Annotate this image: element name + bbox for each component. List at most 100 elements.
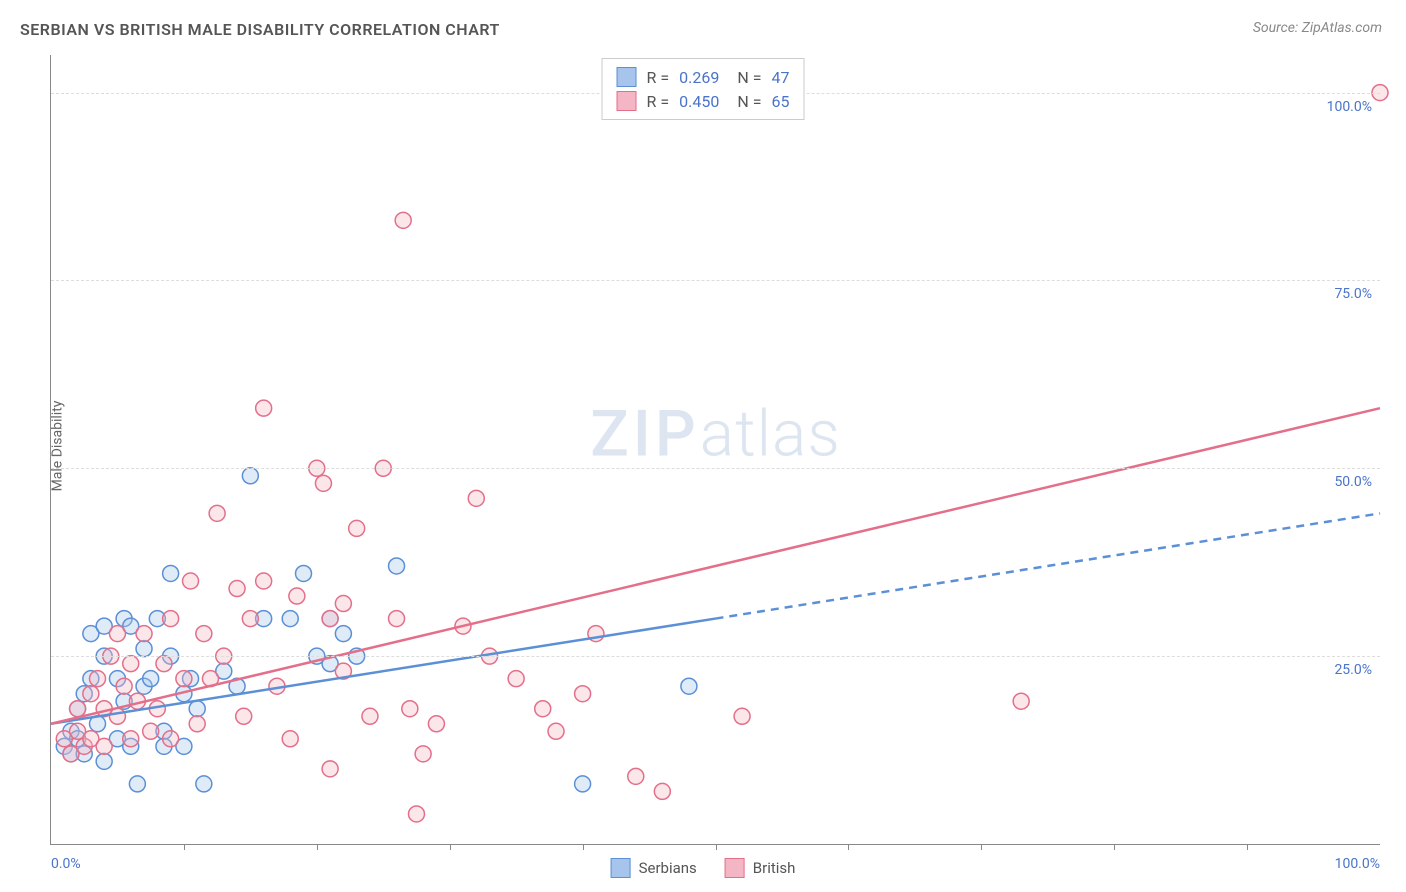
data-point	[535, 701, 551, 717]
x-tick	[848, 844, 849, 850]
x-tick	[317, 844, 318, 850]
data-point	[315, 475, 331, 491]
x-tick-label: 0.0%	[51, 856, 81, 872]
data-point	[349, 520, 365, 536]
data-point	[289, 588, 305, 604]
data-point	[143, 671, 159, 687]
data-point	[681, 678, 697, 694]
data-point	[229, 581, 245, 597]
data-point	[389, 558, 405, 574]
n-label: N =	[737, 68, 761, 87]
data-point	[136, 626, 152, 642]
regression-line-extrapolated	[716, 513, 1381, 618]
data-point	[156, 656, 172, 672]
data-point	[129, 776, 145, 792]
data-point	[242, 611, 258, 627]
data-point	[236, 708, 252, 724]
x-tick	[450, 844, 451, 850]
swatch-british	[617, 91, 637, 111]
data-point	[183, 573, 199, 589]
data-point	[335, 626, 351, 642]
source-label: Source: ZipAtlas.com	[1253, 20, 1382, 36]
data-point	[1013, 693, 1029, 709]
data-point	[163, 731, 179, 747]
data-point	[163, 565, 179, 581]
x-tick	[981, 844, 982, 850]
gridline	[51, 656, 1380, 657]
data-point	[468, 490, 484, 506]
data-point	[242, 468, 258, 484]
x-tick	[716, 844, 717, 850]
data-point	[109, 626, 125, 642]
data-point	[189, 701, 205, 717]
x-tick-label: 100.0%	[1335, 856, 1380, 872]
data-point	[428, 716, 444, 732]
r-value-serbians: 0.269	[679, 68, 719, 87]
data-point	[176, 671, 192, 687]
data-point	[628, 768, 644, 784]
data-point	[402, 701, 418, 717]
data-point	[256, 573, 272, 589]
data-point	[548, 723, 564, 739]
data-point	[90, 671, 106, 687]
n-value-british: 65	[771, 92, 789, 111]
data-point	[654, 783, 670, 799]
chart-svg	[51, 55, 1380, 844]
data-point	[575, 686, 591, 702]
data-point	[508, 671, 524, 687]
n-label: N =	[737, 92, 761, 111]
data-point	[734, 708, 750, 724]
data-point	[143, 723, 159, 739]
data-point	[70, 701, 86, 717]
legend-item-british: British	[725, 858, 796, 878]
data-point	[322, 611, 338, 627]
data-point	[83, 686, 99, 702]
data-point	[408, 806, 424, 822]
gridline	[51, 468, 1380, 469]
data-point	[389, 611, 405, 627]
n-value-serbians: 47	[771, 68, 789, 87]
plot-area: ZIPatlas 25.0%50.0%75.0%100.0%0.0%100.0%	[50, 55, 1380, 845]
data-point	[395, 212, 411, 228]
r-label: R =	[647, 92, 670, 111]
legend-row-serbians: R = 0.269 N = 47	[617, 65, 790, 89]
y-tick-label: 50.0%	[1334, 474, 1372, 490]
data-point	[282, 731, 298, 747]
data-point	[123, 731, 139, 747]
swatch-british	[725, 858, 745, 878]
chart-title: SERBIAN VS BRITISH MALE DISABILITY CORRE…	[20, 20, 500, 39]
x-tick	[184, 844, 185, 850]
data-point	[196, 776, 212, 792]
data-point	[415, 746, 431, 762]
r-value-british: 0.450	[679, 92, 719, 111]
data-point	[116, 678, 132, 694]
data-point	[196, 626, 212, 642]
x-tick	[1114, 844, 1115, 850]
data-point	[362, 708, 378, 724]
data-point	[136, 641, 152, 657]
legend-item-serbians: Serbians	[611, 858, 697, 878]
data-point	[575, 776, 591, 792]
data-point	[322, 761, 338, 777]
data-point	[209, 505, 225, 521]
data-point	[96, 738, 112, 754]
y-tick-label: 100.0%	[1327, 99, 1372, 115]
swatch-serbians	[617, 67, 637, 87]
data-point	[282, 611, 298, 627]
data-point	[109, 708, 125, 724]
data-point	[163, 611, 179, 627]
y-tick-label: 25.0%	[1334, 662, 1372, 678]
data-point	[189, 716, 205, 732]
x-tick	[583, 844, 584, 850]
x-tick	[1247, 844, 1248, 850]
series-legend: Serbians British	[611, 858, 796, 878]
swatch-serbians	[611, 858, 631, 878]
data-point	[123, 656, 139, 672]
data-point	[256, 400, 272, 416]
data-point	[96, 753, 112, 769]
legend-row-british: R = 0.450 N = 65	[617, 89, 790, 113]
regression-line	[51, 408, 1380, 724]
y-tick-label: 75.0%	[1334, 286, 1372, 302]
legend-label-serbians: Serbians	[639, 859, 697, 877]
gridline	[51, 280, 1380, 281]
